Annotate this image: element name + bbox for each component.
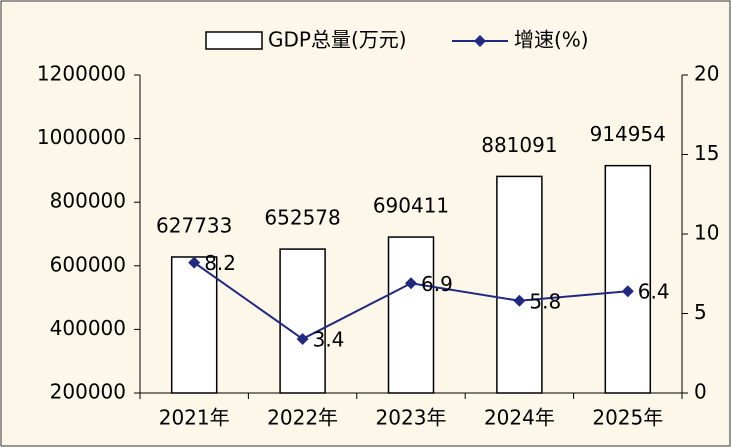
line-marker (405, 277, 417, 290)
y2-tick-label: 10 (694, 221, 719, 245)
y-tick-label: 200000 (50, 380, 126, 404)
y-tick-label: 1000000 (37, 125, 126, 149)
x-tick-label: 2022年 (267, 406, 338, 430)
y2-tick-label: 5 (694, 300, 707, 324)
x-tick-label: 2021年 (159, 406, 230, 430)
line-marker (513, 294, 526, 307)
line-marker (188, 256, 201, 269)
x-tick-label: 2023年 (376, 406, 447, 430)
y-tick-label: 600000 (50, 252, 126, 276)
y-tick-label: 400000 (50, 316, 126, 340)
line-value-label: 5.8 (529, 289, 561, 313)
line-value-label: 3.4 (313, 327, 345, 351)
bar-value-label: 914954 (590, 122, 666, 146)
line-marker (296, 332, 309, 345)
bar-value-label: 881091 (481, 133, 557, 157)
bar (279, 248, 326, 394)
x-tick-label: 2024年 (484, 406, 555, 430)
y2-tick-label: 0 (694, 380, 707, 404)
line-marker (621, 285, 634, 298)
bar (387, 236, 435, 394)
bar (170, 256, 218, 394)
y2-tick-label: 15 (694, 141, 719, 165)
bar-value-label: 627733 (156, 213, 232, 237)
legend-label: GDP总量(万元) (268, 28, 407, 52)
y-tick-label: 800000 (50, 189, 126, 213)
legend-swatch-bar (205, 31, 263, 50)
line-value-label: 6.4 (638, 280, 670, 304)
bar (496, 175, 543, 394)
bar (604, 164, 652, 394)
y2-tick-label: 20 (694, 62, 719, 86)
line-value-label: 8.2 (204, 251, 236, 275)
legend-label: 增速(%) (514, 28, 589, 52)
bar-value-label: 690411 (373, 194, 449, 218)
x-tick-label: 2025年 (592, 406, 663, 430)
bar-value-label: 652578 (264, 206, 340, 230)
legend-swatch-marker (474, 35, 486, 47)
y-tick-label: 1200000 (37, 62, 126, 86)
line-value-label: 6.9 (421, 272, 453, 296)
